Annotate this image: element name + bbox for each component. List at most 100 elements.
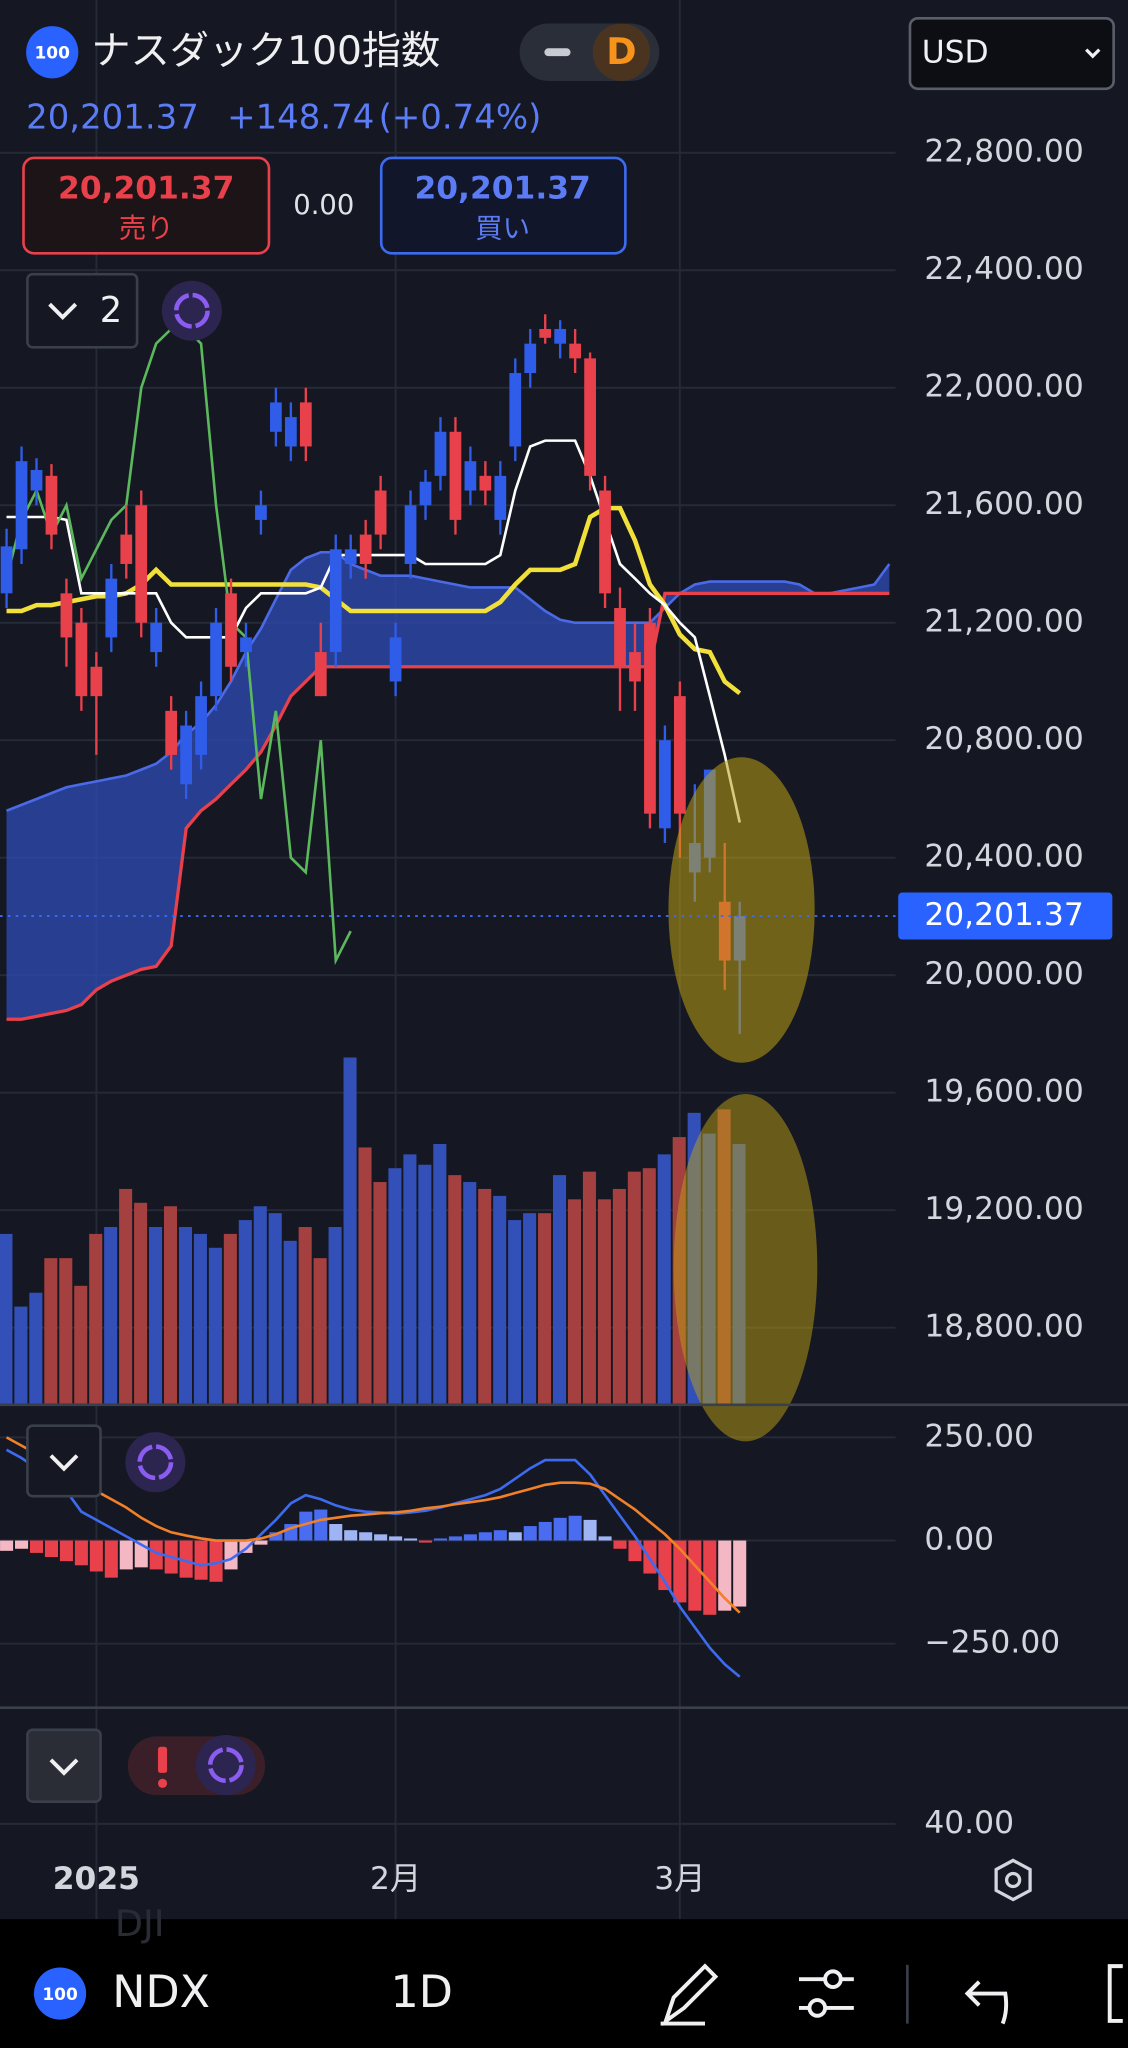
indicator-icon[interactable] xyxy=(799,1969,854,2018)
histogram-bar xyxy=(688,1540,702,1611)
candle-body xyxy=(404,505,417,564)
sell-button[interactable] xyxy=(22,156,271,255)
settings-icon-center xyxy=(1004,1871,1022,1889)
volume-bar xyxy=(403,1154,417,1404)
histogram-bar xyxy=(598,1536,612,1541)
refresh-icon[interactable] xyxy=(161,280,222,341)
candle-body xyxy=(15,461,28,550)
chevron xyxy=(49,1454,79,1472)
ghost-symbol: DJI xyxy=(115,1902,165,1945)
settings-icon[interactable] xyxy=(994,1858,1032,1902)
y-tick-label: 22,000.00 xyxy=(924,369,1083,405)
candle-body xyxy=(120,534,133,564)
candle-body xyxy=(673,696,686,814)
price: 20,201.37 xyxy=(26,97,199,137)
volume-bar xyxy=(0,1233,13,1404)
histogram-bar xyxy=(523,1526,537,1541)
pane-toggle[interactable] xyxy=(26,1424,102,1498)
histogram-bar xyxy=(568,1515,582,1541)
indicator-toggle[interactable] xyxy=(26,272,139,349)
y-tick-label: 18,800.00 xyxy=(924,1309,1083,1345)
candle-body xyxy=(45,475,58,535)
logo-text: 100 xyxy=(35,44,70,64)
symbol[interactable]: NDX xyxy=(112,1967,210,2018)
volume-bar xyxy=(149,1227,163,1404)
icon-ring xyxy=(207,1747,244,1784)
volume-bar xyxy=(642,1168,656,1404)
candle-body xyxy=(494,475,507,520)
timeframe[interactable]: 1D xyxy=(390,1967,452,2018)
volume-bar xyxy=(89,1233,103,1404)
histogram-bar xyxy=(673,1540,687,1603)
pane-toggle[interactable] xyxy=(26,1728,102,1803)
knob xyxy=(807,1998,828,2018)
volume-bar xyxy=(134,1202,148,1404)
symbol-logo[interactable] xyxy=(26,26,79,79)
candle-body xyxy=(584,358,596,476)
spread: 0.00 xyxy=(293,190,354,221)
warning-dot xyxy=(157,1778,168,1788)
histogram-bar xyxy=(718,1540,732,1611)
minus-icon xyxy=(544,48,571,57)
candle-body xyxy=(314,652,327,697)
histogram-bar xyxy=(418,1540,433,1543)
histogram-bar xyxy=(269,1532,283,1541)
volume-bar xyxy=(582,1171,596,1404)
volume-bar xyxy=(283,1240,297,1404)
volume-bar xyxy=(238,1220,252,1404)
candle-body xyxy=(0,546,13,594)
histogram-bar xyxy=(15,1540,29,1549)
y-tick-label: 250.00 xyxy=(924,1418,1034,1454)
volume-bar xyxy=(223,1233,237,1404)
buy-button[interactable] xyxy=(379,156,627,255)
volume-bar xyxy=(59,1258,73,1404)
undo-icon[interactable] xyxy=(964,1980,1009,2025)
y-tick-label: 20,000.00 xyxy=(924,956,1083,992)
candle-body xyxy=(569,343,582,359)
symbol-logo[interactable] xyxy=(33,1967,87,2020)
y-tick-label: 21,600.00 xyxy=(924,486,1083,522)
histogram-bar xyxy=(628,1540,642,1562)
refresh-icon[interactable] xyxy=(125,1432,186,1493)
histogram-bar xyxy=(329,1524,343,1541)
y-tick-label: 19,600.00 xyxy=(924,1074,1083,1110)
more-icon[interactable] xyxy=(1107,1964,1123,2023)
candle-body xyxy=(539,328,552,338)
candle-body xyxy=(614,608,626,667)
volume-bar xyxy=(74,1285,88,1404)
volume-bar xyxy=(343,1057,357,1404)
candle-body xyxy=(195,696,207,755)
volume-bar xyxy=(567,1199,582,1404)
histogram-bar xyxy=(119,1540,133,1570)
y-tick-label: 0.00 xyxy=(924,1522,994,1558)
y-tick-label: 21,200.00 xyxy=(924,604,1083,640)
currency: USD xyxy=(922,35,989,71)
volume-bar xyxy=(388,1168,402,1404)
volume-bar xyxy=(478,1188,492,1404)
histogram-bar xyxy=(448,1536,462,1541)
candle-body xyxy=(419,481,432,506)
knob xyxy=(823,1969,843,1989)
currency-select[interactable] xyxy=(908,16,1115,91)
x-tick-label: 2025 xyxy=(53,1861,140,1897)
volume-bar xyxy=(163,1206,178,1404)
histogram-bar xyxy=(89,1540,103,1572)
histogram-bar xyxy=(254,1540,268,1545)
volume-bar xyxy=(178,1227,192,1404)
y-tick-label: 40.00 xyxy=(924,1805,1014,1841)
histogram-bar xyxy=(463,1534,477,1541)
price-change-pct: (+0.74%) xyxy=(379,97,542,137)
icon-bg[interactable] xyxy=(195,1735,256,1796)
last-price-label: 20,201.37 xyxy=(924,897,1083,933)
y-tick-label: 22,800.00 xyxy=(924,134,1083,170)
histogram-bar xyxy=(0,1540,14,1551)
histogram-bar xyxy=(508,1532,522,1541)
y-tick-label: 20,400.00 xyxy=(924,839,1083,875)
histogram-bar xyxy=(478,1532,492,1541)
candle-body xyxy=(135,505,148,623)
cloud-lower xyxy=(6,591,890,1021)
volume-bar xyxy=(328,1227,342,1404)
symbol-title[interactable]: ナスダック100指数 xyxy=(91,29,440,74)
draw-icon[interactable] xyxy=(660,1963,719,2027)
